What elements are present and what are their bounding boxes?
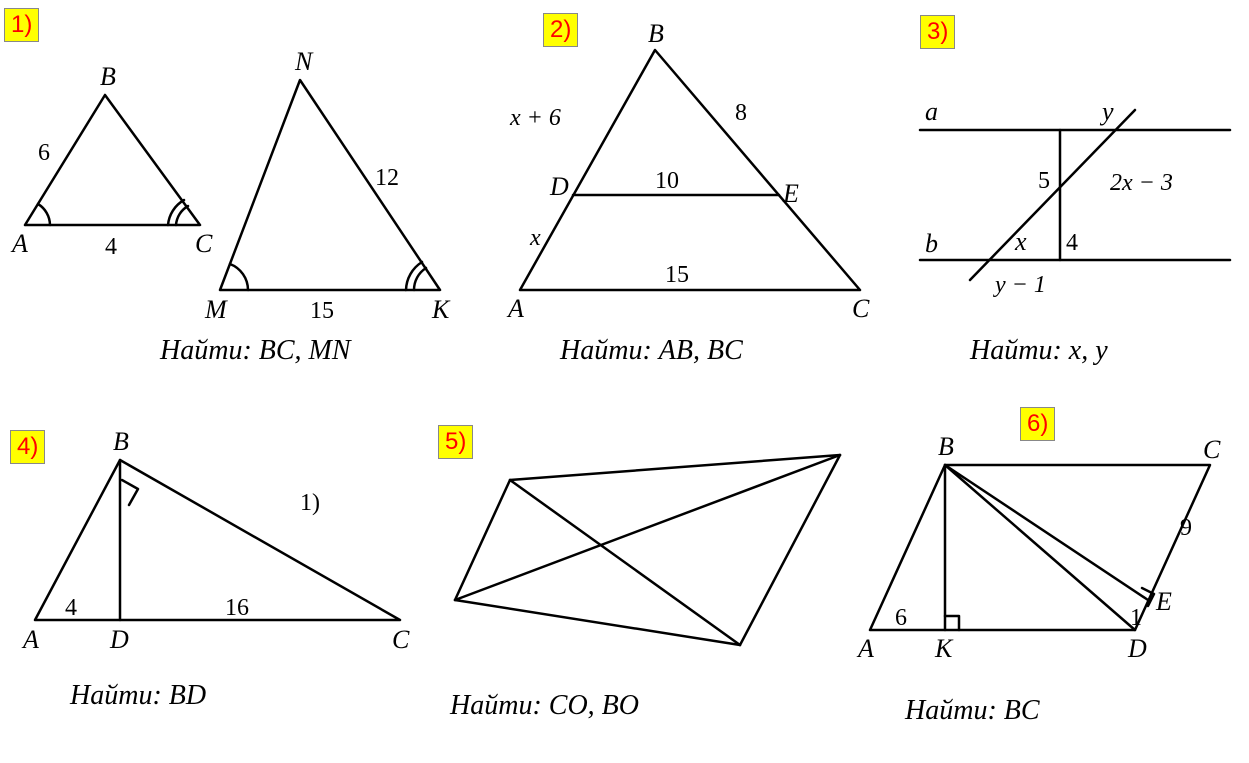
caption-5: Найти: CO, BO bbox=[450, 690, 639, 722]
label-K: K bbox=[431, 295, 451, 324]
expr-2x-3: 2x − 3 bbox=[1110, 170, 1173, 196]
len-AC-15: 15 bbox=[665, 262, 689, 288]
label-K6: K bbox=[934, 634, 954, 663]
diagram-1: B A C 6 4 N M K 12 15 bbox=[0, 40, 460, 330]
len-DC-16: 16 bbox=[225, 595, 249, 621]
label-B: B bbox=[100, 62, 116, 91]
len-AB-6: 6 bbox=[38, 140, 50, 166]
caption-2: Найти: AB, BC bbox=[560, 335, 743, 367]
triangle-mnk: N M K 12 15 bbox=[204, 47, 451, 324]
label-D4: D bbox=[109, 625, 129, 654]
badge-1: 1) bbox=[4, 8, 39, 42]
len-MK-15: 15 bbox=[310, 298, 334, 324]
triangle-abc: B A C 6 4 bbox=[10, 62, 213, 260]
len-DA-x: x bbox=[529, 225, 541, 251]
label-C: C bbox=[195, 229, 213, 258]
label-D6: D bbox=[1127, 634, 1147, 663]
len-ED-1: 1 bbox=[1130, 605, 1142, 631]
len-DE-10: 10 bbox=[655, 168, 679, 194]
page: 1) 2) 3) 4) 5) 6) B A C 6 4 bbox=[0, 0, 1249, 763]
diagram-3: a b y 5 4 x 2x − 3 y − 1 bbox=[910, 70, 1240, 310]
len-AK-6: 6 bbox=[895, 605, 907, 631]
label-line-b: b bbox=[925, 229, 938, 258]
label-B4: B bbox=[113, 427, 129, 456]
label-A: A bbox=[10, 229, 28, 258]
label-A4: A bbox=[21, 625, 39, 654]
diagram-6: B C A D K E 6 1 9 bbox=[850, 420, 1240, 690]
diagram-5: /* local override not allowed inside svg… bbox=[440, 420, 860, 690]
caption-6: Найти: BC bbox=[905, 695, 1040, 727]
caption-4: Найти: BD bbox=[70, 680, 206, 712]
len-5: 5 bbox=[1038, 168, 1050, 194]
diagram-4: B A D C 4 16 1) bbox=[10, 420, 430, 680]
len-4: 4 bbox=[1066, 230, 1078, 256]
len-AC-4: 4 bbox=[105, 234, 117, 260]
label-D2: D bbox=[549, 172, 569, 201]
label-E6: E bbox=[1155, 587, 1172, 616]
caption-3: Найти: x, y bbox=[970, 335, 1108, 367]
label-A6: A bbox=[856, 634, 874, 663]
label-E2: E bbox=[782, 179, 799, 208]
label-C6: C bbox=[1203, 435, 1221, 464]
label-line-a: a bbox=[925, 97, 938, 126]
label-y-top: y bbox=[1099, 97, 1114, 126]
label-C4: C bbox=[392, 625, 410, 654]
len-BE-8: 8 bbox=[735, 100, 747, 126]
label-B6: B bbox=[938, 432, 954, 461]
mark-1: 1) bbox=[300, 490, 320, 516]
label-N: N bbox=[294, 47, 314, 76]
label-A2: A bbox=[506, 294, 524, 323]
caption-1: Найти: BC, MN bbox=[160, 335, 351, 367]
diagram-2: B A C D E x + 6 8 10 x 15 bbox=[490, 20, 890, 320]
label-M: M bbox=[204, 295, 228, 324]
badge-3: 3) bbox=[920, 15, 955, 49]
len-AD-4: 4 bbox=[65, 595, 77, 621]
label-C2: C bbox=[852, 294, 870, 323]
len-BD-expr: x + 6 bbox=[509, 105, 561, 131]
label-x: x bbox=[1014, 227, 1027, 256]
label-B2: B bbox=[648, 19, 664, 48]
len-NK-12: 12 bbox=[375, 165, 399, 191]
expr-y-1: y − 1 bbox=[993, 272, 1046, 298]
len-CE-9: 9 bbox=[1180, 515, 1192, 541]
